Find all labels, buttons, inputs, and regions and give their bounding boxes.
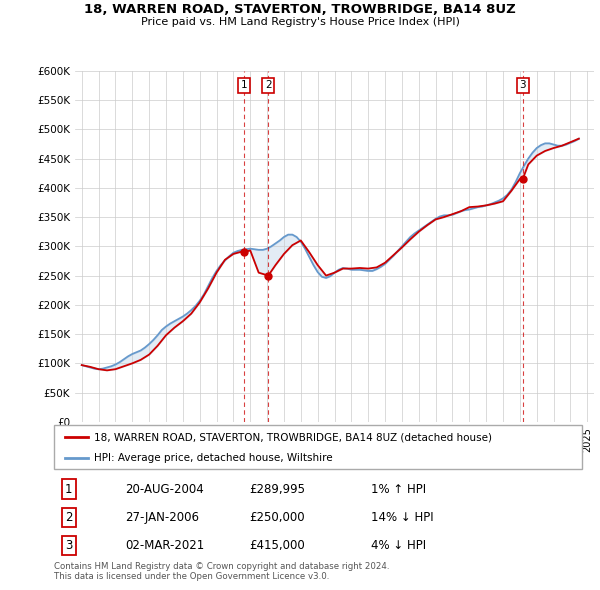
Text: 02-MAR-2021: 02-MAR-2021 [125,539,205,552]
Text: 18, WARREN ROAD, STAVERTON, TROWBRIDGE, BA14 8UZ: 18, WARREN ROAD, STAVERTON, TROWBRIDGE, … [84,3,516,16]
Text: 1% ↑ HPI: 1% ↑ HPI [371,483,426,496]
Text: 2: 2 [65,511,73,524]
Text: Contains HM Land Registry data © Crown copyright and database right 2024.: Contains HM Land Registry data © Crown c… [54,562,389,571]
Text: 3: 3 [520,80,526,90]
Text: 14% ↓ HPI: 14% ↓ HPI [371,511,433,524]
Text: £289,995: £289,995 [250,483,305,496]
Text: 1: 1 [241,80,247,90]
Text: 18, WARREN ROAD, STAVERTON, TROWBRIDGE, BA14 8UZ (detached house): 18, WARREN ROAD, STAVERTON, TROWBRIDGE, … [94,432,491,442]
Text: 27-JAN-2006: 27-JAN-2006 [125,511,199,524]
Text: 20-AUG-2004: 20-AUG-2004 [125,483,204,496]
Text: HPI: Average price, detached house, Wiltshire: HPI: Average price, detached house, Wilt… [94,453,332,463]
Text: Price paid vs. HM Land Registry's House Price Index (HPI): Price paid vs. HM Land Registry's House … [140,17,460,27]
Text: £250,000: £250,000 [250,511,305,524]
Text: This data is licensed under the Open Government Licence v3.0.: This data is licensed under the Open Gov… [54,572,329,581]
Text: £415,000: £415,000 [250,539,305,552]
Text: 3: 3 [65,539,73,552]
Text: 2: 2 [265,80,272,90]
Text: 4% ↓ HPI: 4% ↓ HPI [371,539,426,552]
Text: 1: 1 [65,483,73,496]
